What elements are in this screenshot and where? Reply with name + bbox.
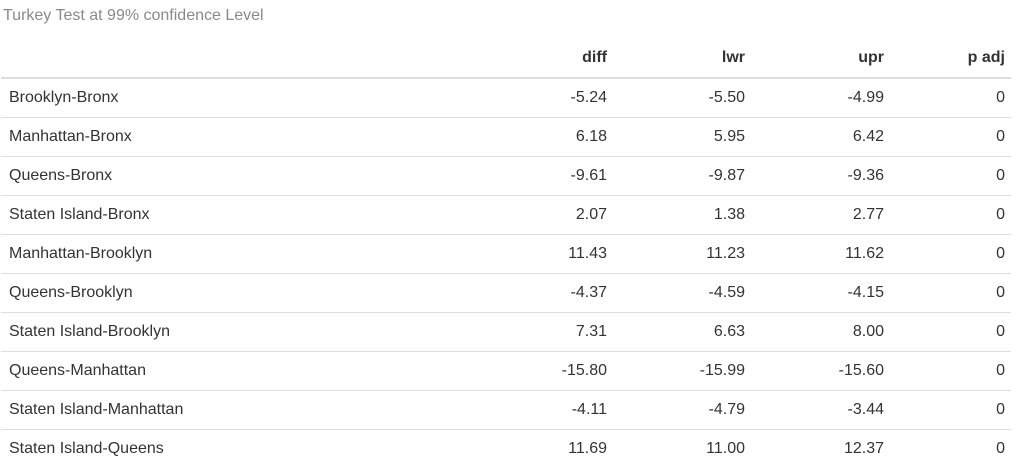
cell-lwr: 1.38: [613, 195, 751, 235]
cell-p-adj: 0: [890, 351, 1011, 391]
cell-upr: 11.62: [751, 234, 890, 274]
cell-upr: 12.37: [751, 429, 890, 468]
cell-p-adj: 0: [890, 195, 1011, 235]
column-header-upr: upr: [751, 39, 890, 79]
cell-p-adj: 0: [890, 312, 1011, 352]
table-row: Manhattan-Brooklyn 11.43 11.23 11.62 0: [1, 234, 1011, 274]
row-label: Queens-Manhattan: [1, 351, 473, 391]
cell-lwr: 11.23: [613, 234, 751, 274]
cell-diff: 7.31: [473, 312, 613, 352]
cell-p-adj: 0: [890, 234, 1011, 274]
row-label: Manhattan-Bronx: [1, 117, 473, 157]
column-header-p-adj: p adj: [890, 39, 1011, 79]
cell-lwr: -15.99: [613, 351, 751, 391]
cell-lwr: 6.63: [613, 312, 751, 352]
table-row: Queens-Brooklyn -4.37 -4.59 -4.15 0: [1, 273, 1011, 313]
row-label: Queens-Brooklyn: [1, 273, 473, 313]
row-label: Staten Island-Queens: [1, 429, 473, 468]
row-label: Staten Island-Bronx: [1, 195, 473, 235]
tukey-results-table: diff lwr upr p adj Brooklyn-Bronx -5.24 …: [1, 39, 1011, 468]
cell-diff: -4.37: [473, 273, 613, 313]
cell-upr: 8.00: [751, 312, 890, 352]
cell-upr: 2.77: [751, 195, 890, 235]
column-header-lwr: lwr: [613, 39, 751, 79]
cell-p-adj: 0: [996, 89, 1005, 106]
table-row: Brooklyn-Bronx -5.24 -5.50 -4.99 0: [1, 78, 1011, 118]
row-label: Manhattan-Brooklyn: [1, 234, 473, 274]
row-label: Queens-Bronx: [1, 156, 473, 196]
cell-p-adj: 0: [890, 429, 1011, 468]
cell-diff: -15.80: [473, 351, 613, 391]
column-header-label: [1, 39, 473, 79]
table-row: Staten Island-Brooklyn 7.31 6.63 8.00 0: [1, 312, 1011, 352]
cell-upr: -4.99: [847, 89, 884, 106]
cell-upr: 6.42: [751, 117, 890, 157]
table-row: Queens-Bronx -9.61 -9.87 -9.36 0: [1, 156, 1011, 196]
cell-diff: 11.69: [473, 429, 613, 468]
cell-diff: -4.11: [473, 390, 613, 430]
cell-diff: -9.61: [473, 156, 613, 196]
table-row: Manhattan-Bronx 6.18 5.95 6.42 0: [1, 117, 1011, 157]
cell-p-adj: 0: [890, 156, 1011, 196]
cell-upr: -3.44: [751, 390, 890, 430]
table-header-row: diff lwr upr p adj: [1, 39, 1011, 79]
row-label: Brooklyn-Bronx: [9, 89, 119, 106]
cell-p-adj: 0: [890, 117, 1011, 157]
row-label: Staten Island-Manhattan: [1, 390, 473, 430]
cell-diff: 2.07: [473, 195, 613, 235]
cell-diff: 6.18: [473, 117, 613, 157]
cell-upr: -9.36: [751, 156, 890, 196]
table-row: Staten Island-Bronx 2.07 1.38 2.77 0: [1, 195, 1011, 235]
cell-upr: -4.15: [751, 273, 890, 313]
cell-p-adj: 0: [890, 273, 1011, 313]
table-row: Staten Island-Manhattan -4.11 -4.79 -3.4…: [1, 390, 1011, 430]
cell-upr: -15.60: [751, 351, 890, 391]
cell-p-adj: 0: [890, 390, 1011, 430]
table-caption: Turkey Test at 99% confidence Level: [3, 7, 264, 24]
cell-lwr: -9.87: [613, 156, 751, 196]
column-header-diff: diff: [473, 39, 613, 79]
cell-diff: 11.43: [473, 234, 613, 274]
cell-lwr: -5.50: [708, 89, 745, 106]
cell-lwr: 11.00: [613, 429, 751, 468]
cell-lwr: -4.79: [613, 390, 751, 430]
table-row: Staten Island-Queens 11.69 11.00 12.37 0: [1, 429, 1011, 468]
table-row: Queens-Manhattan -15.80 -15.99 -15.60 0: [1, 351, 1011, 391]
cell-lwr: 5.95: [613, 117, 751, 157]
cell-lwr: -4.59: [613, 273, 751, 313]
row-label: Staten Island-Brooklyn: [1, 312, 473, 352]
cell-diff: -5.24: [570, 89, 607, 106]
